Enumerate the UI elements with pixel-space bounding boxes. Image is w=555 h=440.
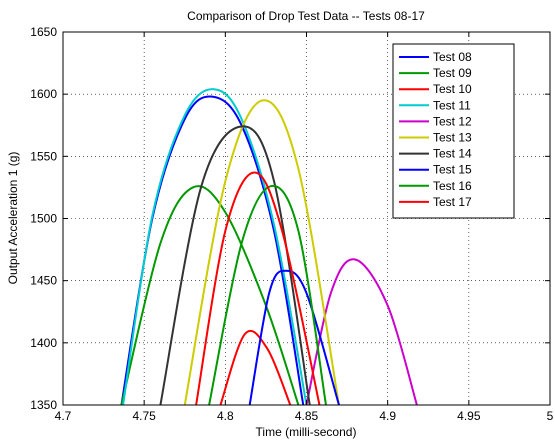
y-axis-label: Output Acceleration 1 (g) (6, 152, 20, 285)
y-tick-label: 1600 (30, 87, 57, 101)
series-line-7 (159, 125, 311, 405)
series-line-9 (208, 185, 327, 405)
series-line-2 (120, 185, 300, 405)
series-line-8 (248, 269, 340, 405)
x-axis-label: Time (milli-second) (256, 425, 357, 439)
y-tick-label: 1350 (30, 398, 57, 412)
y-tick-label: 1400 (30, 336, 57, 350)
y-tick-label: 1650 (30, 25, 57, 39)
legend-entry: Test 16 (433, 179, 472, 193)
legend: Test 08 Test 09 Test 10 Test 11 Test 12 Test … (392, 43, 515, 219)
legend-entry: Test 08 (433, 50, 472, 64)
y-tick-label: 1550 (30, 149, 57, 163)
legend-entry: Test 11 (433, 98, 471, 112)
x-tick-label: 4.85 (295, 409, 319, 423)
legend-entry: Test 14 (433, 147, 472, 161)
x-tick-label: 4.95 (457, 409, 481, 423)
x-tick-label: 4.8 (217, 409, 234, 423)
x-tick-label: 4.7 (55, 409, 72, 423)
legend-entry: Test 10 (433, 82, 472, 96)
x-tick-label: 5 (547, 409, 554, 423)
chart-title: Comparison of Drop Test Data -- Tests 08… (187, 9, 425, 23)
series-line-4 (122, 88, 308, 405)
legend-entry: Test 12 (433, 114, 472, 128)
legend-entry: Test 17 (433, 195, 472, 209)
y-tick-label: 1450 (30, 274, 57, 288)
tick-labels: 4.7 4.75 4.8 4.85 4.9 4.95 5 1350 1400 1450 1500 15… (30, 25, 553, 423)
series-line-10 (195, 171, 321, 405)
x-tick-label: 4.75 (132, 409, 156, 423)
x-tick-label: 4.9 (379, 409, 396, 423)
legend-entry: Test 09 (433, 66, 472, 80)
series-line-3 (219, 329, 292, 405)
series-line-6 (183, 99, 340, 405)
y-tick-label: 1500 (30, 212, 57, 226)
legend-entry: Test 15 (433, 163, 472, 177)
series-layer (120, 88, 418, 405)
legend-entry: Test 13 (433, 131, 472, 145)
